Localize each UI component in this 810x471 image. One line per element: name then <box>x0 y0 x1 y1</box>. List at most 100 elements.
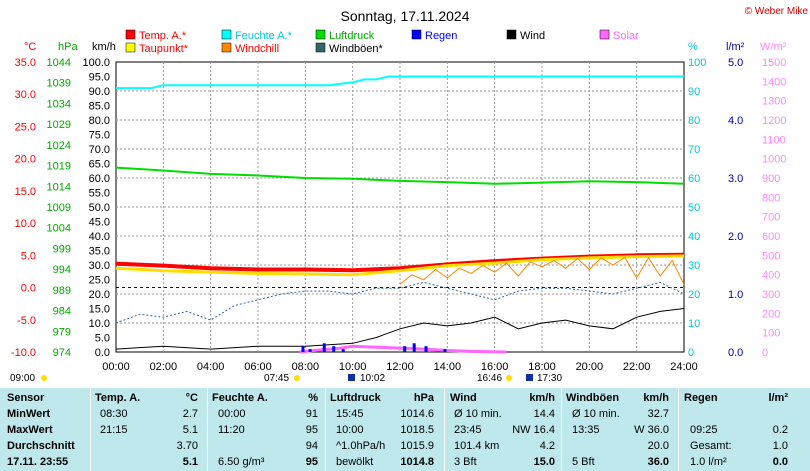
rain-axis-tick: 2.0 <box>728 231 743 243</box>
stats-cell: 3 Bft <box>454 456 477 468</box>
solar-unit-label: W/m² <box>760 41 787 53</box>
solar-axis-tick: 1400 <box>762 76 786 88</box>
stats-cell: 1.0 l/m² <box>690 456 727 468</box>
series-feuchte-a- <box>116 75 684 90</box>
stats-cell: 5 Bft <box>572 456 595 468</box>
x-axis-tick: 14:00 <box>434 361 462 373</box>
moon-icon <box>348 374 355 381</box>
solar-axis-tick: 200 <box>762 308 780 320</box>
stats-cell: 5.1 <box>182 424 198 436</box>
sun-icon <box>41 375 47 381</box>
humidity-axis-tick: 50 <box>688 202 700 214</box>
rain-bar <box>322 343 326 352</box>
temp-axis-tick: 25.0 <box>15 121 36 133</box>
legend-label: Temp. A.* <box>139 30 187 42</box>
wind-axis-tick: 100.0 <box>82 57 110 69</box>
series-luftdruck <box>115 166 685 185</box>
legend-swatch <box>599 29 610 40</box>
stats-cell: 20.0 <box>647 440 669 452</box>
weather-chart: 35.0 30.0 25.0 20.0 15.0 10.0 5.0 0.0 -5.0 -10.0 1… <box>10 6 808 384</box>
wind-axis-tick: 95.0 <box>89 72 110 84</box>
marker-time-4: 17:30 <box>537 373 562 384</box>
pressure-axis-tick: 1019 <box>47 161 71 173</box>
marker-time-2: 10:02 <box>360 373 385 384</box>
legend-label: Wind <box>520 30 545 42</box>
stats-header: % <box>308 392 318 404</box>
solar-axis-tick: 300 <box>762 289 780 301</box>
wind-axis-tick: 70.0 <box>89 144 110 156</box>
x-axis-tick: 24:00 <box>670 361 698 373</box>
legend-swatch <box>221 42 232 53</box>
legend-label: Windchill <box>235 43 279 55</box>
stats-panel: Sensor Temp. A. °C Feuchte A.% Luftdruck hPa W… <box>0 388 810 471</box>
legend-label: Taupunkt* <box>139 43 189 55</box>
temp-axis-tick: -5.0 <box>17 315 36 327</box>
legend-swatch <box>315 42 326 53</box>
pressure-axis-tick: 989 <box>53 285 71 297</box>
solar-axis-tick: 900 <box>762 173 780 185</box>
humidity-axis-tick: 60 <box>688 173 700 185</box>
stats-cell: 94 <box>305 440 318 452</box>
legend-swatch <box>315 29 326 40</box>
stats-column-separator <box>207 388 208 471</box>
stats-cell: 15.0 <box>533 456 555 468</box>
stats-cell: 1014.8 <box>400 456 434 468</box>
solar-axis-tick: 1200 <box>762 115 786 127</box>
stats-cell: 95 <box>305 424 318 436</box>
temp-axis-tick: 20.0 <box>15 154 36 166</box>
solar-axis-tick: 400 <box>762 270 780 282</box>
stats-cell: 23:45 <box>454 424 482 436</box>
solar-axis-tick: 700 <box>762 212 780 224</box>
stats-row-label: Durchschnitt <box>7 440 75 452</box>
stats-column-separator <box>444 388 445 471</box>
solar-axis-tick: 800 <box>762 192 780 204</box>
wind-unit-label: km/h <box>92 41 116 53</box>
stats-cell: ^1.0hPa/h <box>336 440 386 452</box>
x-axis-tick: 04:00 <box>197 361 225 373</box>
pressure-axis-tick: 1034 <box>47 98 71 110</box>
temp-axis-tick: 0.0 <box>21 283 36 295</box>
x-axis-tick: 08:00 <box>292 361 320 373</box>
stats-cell: 15:45 <box>336 408 364 420</box>
stats-cell: 13:35 <box>572 424 600 436</box>
stats-column-separator <box>678 388 679 471</box>
rain-bar <box>341 349 345 352</box>
stats-cell: 09:25 <box>690 424 718 436</box>
legend-label: Windböen* <box>329 43 384 55</box>
stats-cell: 14.4 <box>533 408 555 420</box>
x-axis-tick: 18:00 <box>528 361 556 373</box>
stats-cell: 11:20 <box>218 424 245 436</box>
stats-cell: 1015.9 <box>400 440 434 452</box>
x-axis-tick: 02:00 <box>150 361 178 373</box>
pressure-unit-label: hPa <box>58 41 78 53</box>
temp-axis-tick: 35.0 <box>15 57 36 69</box>
wind-axis-tick: 50.0 <box>89 202 110 214</box>
stats-cell: 0.0 <box>772 456 788 468</box>
pressure-axis-tick: 974 <box>53 347 71 359</box>
stats-row-label: 17.11. 23:55 <box>7 456 69 468</box>
humidity-axis-tick: 20 <box>688 289 700 301</box>
x-axis-tick: 12:00 <box>386 361 414 373</box>
stats-cell: 1014.6 <box>400 408 434 420</box>
marker-time-3: 16:46 <box>477 373 502 384</box>
wind-axis-tick: 65.0 <box>89 159 110 171</box>
pressure-axis-tick: 1024 <box>47 140 71 152</box>
pressure-axis-tick: 999 <box>53 243 71 255</box>
legend-label: Regen <box>425 30 457 42</box>
stats-cell: 5.1 <box>182 456 198 468</box>
legend-swatch <box>506 29 517 40</box>
x-axis-tick: 06:00 <box>244 361 272 373</box>
rain-bar <box>332 346 336 352</box>
x-axis-tick: 00:00 <box>102 361 130 373</box>
stats-header: Luftdruck <box>330 392 381 404</box>
rain-bar <box>424 346 428 352</box>
pressure-axis-tick: 1014 <box>47 181 71 193</box>
solar-axis-tick: 500 <box>762 250 780 262</box>
wind-axis-tick: 5.0 <box>95 333 110 345</box>
legend-label: Feuchte A.* <box>235 30 293 42</box>
stats-header: l/m² <box>768 392 788 404</box>
temp-axis-tick: 30.0 <box>15 89 36 101</box>
chart-title: Sonntag, 17.11.2024 <box>341 8 470 24</box>
humidity-axis-tick: 80 <box>688 115 700 127</box>
rain-axis-tick: 4.0 <box>728 115 743 127</box>
